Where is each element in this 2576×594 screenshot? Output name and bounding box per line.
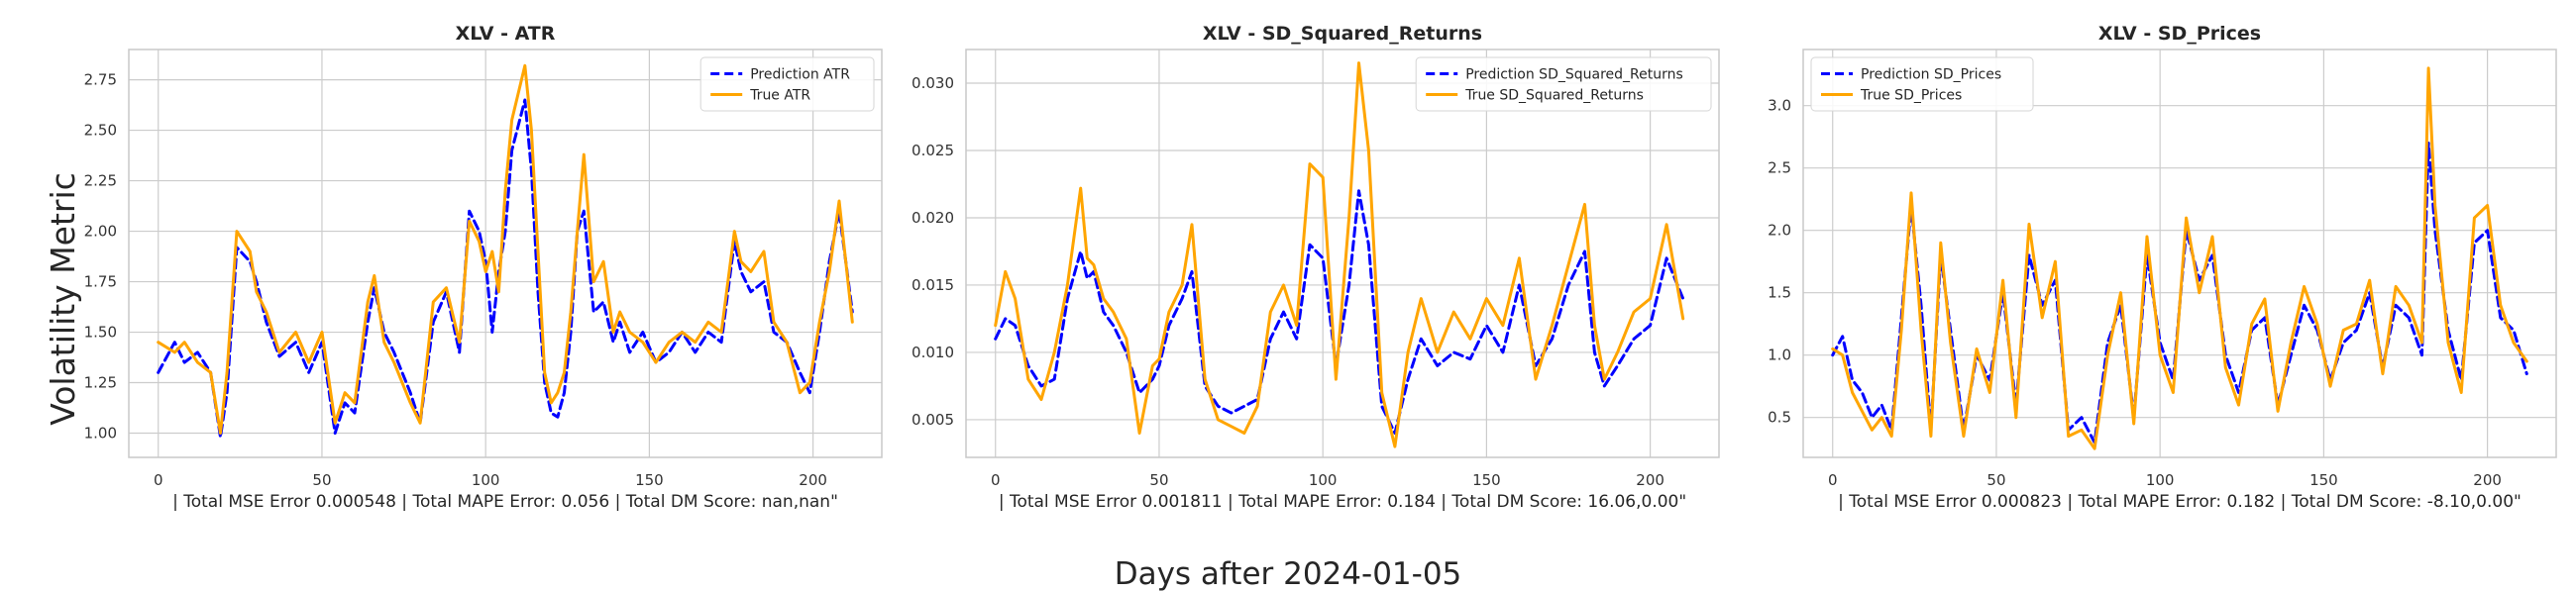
y-tick-label: 1.0: [1768, 346, 1791, 364]
x-tick-label: 150: [1472, 471, 1501, 489]
legend: Prediction SD_Squared_Returns True SD_Squ…: [1415, 56, 1712, 112]
x-tick-label: 200: [1636, 471, 1664, 489]
x-tick-label: 0: [154, 471, 163, 489]
y-tick-label: 0.015: [912, 276, 954, 294]
chart-x-label: | Total MSE Error 0.000548 | Total MAPE …: [172, 492, 838, 512]
y-tick-label: 2.5: [1768, 159, 1791, 177]
legend-entry-label: Prediction ATR: [750, 67, 850, 83]
y-tick-label: 2.75: [84, 71, 117, 89]
y-tick-label: 1.75: [84, 273, 117, 291]
y-tick-label: 1.00: [84, 425, 117, 443]
legend-box: [699, 56, 875, 112]
y-tick-label: 1.25: [84, 374, 117, 392]
y-tick-label: 0.020: [912, 209, 954, 227]
y-tick-label: 0.030: [912, 74, 954, 92]
x-tick-label: 200: [2473, 471, 2502, 489]
legend: Prediction SD_Prices True SD_Prices: [1810, 56, 2034, 112]
true-series-line: [1831, 66, 2528, 450]
plot-area: [966, 50, 1719, 457]
chart-title: XLV - SD_Squared_Returns: [1203, 23, 1482, 45]
y-tick-label: 0.025: [912, 142, 954, 159]
legend-box: [1810, 56, 2034, 112]
true-series-line: [994, 61, 1685, 448]
x-tick-label: 50: [312, 471, 331, 489]
chart-panel-3: 0 50 100 150 200 0.5 1.0 1.5 2.0 2.5 3.0 XLV - SD_P…: [1768, 23, 2557, 512]
legend-entry-label: Prediction SD_Squared_Returns: [1465, 67, 1683, 83]
x-tick-label: 0: [991, 471, 1001, 489]
x-tick-label: 150: [635, 471, 664, 489]
y-tick-label: 0.5: [1768, 409, 1791, 427]
chart-title: XLV - ATR: [456, 23, 556, 45]
y-tick-label: 0.005: [912, 411, 954, 429]
chart-title: XLV - SD_Prices: [2098, 23, 2261, 45]
y-tick-label: 1.5: [1768, 284, 1791, 302]
chart-x-label: | Total MSE Error 0.001811 | Total MAPE …: [999, 492, 1686, 512]
x-tick-label: 0: [1828, 471, 1838, 489]
y-tick-label: 2.00: [84, 223, 117, 241]
plot-area: [129, 50, 882, 457]
plot-frame: [1802, 49, 2557, 458]
y-tick-label: 1.50: [84, 324, 117, 342]
y-tick-label: 2.50: [84, 122, 117, 140]
chart-x-label: | Total MSE Error 0.000823 | Total MAPE …: [1838, 492, 2522, 512]
x-tick-label: 50: [1986, 471, 2005, 489]
figure-x-label: Days after 2024-01-05: [1115, 556, 1462, 592]
x-tick-label: 200: [799, 471, 827, 489]
y-tick-label: 3.0: [1768, 97, 1791, 115]
x-tick-label: 150: [2309, 471, 2338, 489]
chart-panel-1: 0 50 100 150 200 1.00 1.25 1.50 1.75 2.00 2.25 2.50…: [84, 23, 883, 512]
legend-box: [1415, 56, 1712, 112]
figure-y-label: Volatility Metric: [44, 172, 82, 426]
prediction-series-line: [994, 189, 1685, 435]
plot-frame: [128, 49, 883, 458]
x-tick-label: 100: [1309, 471, 1338, 489]
x-tick-label: 50: [1149, 471, 1168, 489]
legend-entry-label: True SD_Squared_Returns: [1464, 88, 1644, 104]
legend-entry-label: Prediction SD_Prices: [1861, 67, 2001, 83]
chart-panel-2: 0 50 100 150 200 0.005 0.010 0.015 0.020 0.025 0.0…: [912, 23, 1720, 512]
legend-entry-label: True ATR: [749, 88, 810, 104]
y-tick-label: 2.0: [1768, 222, 1791, 240]
plot-frame: [965, 49, 1720, 458]
x-tick-label: 100: [2146, 471, 2175, 489]
chart-panels: 0 50 100 150 2001.001.251.501.752.002.252.50…: [84, 23, 2557, 512]
true-series-line: [157, 63, 854, 435]
y-tick-label: 0.010: [912, 344, 954, 361]
legend-entry-label: True SD_Prices: [1860, 88, 1962, 104]
y-tick-label: 2.25: [84, 172, 117, 190]
legend: Prediction ATR True ATR: [699, 56, 875, 112]
x-tick-label: 100: [472, 471, 500, 489]
